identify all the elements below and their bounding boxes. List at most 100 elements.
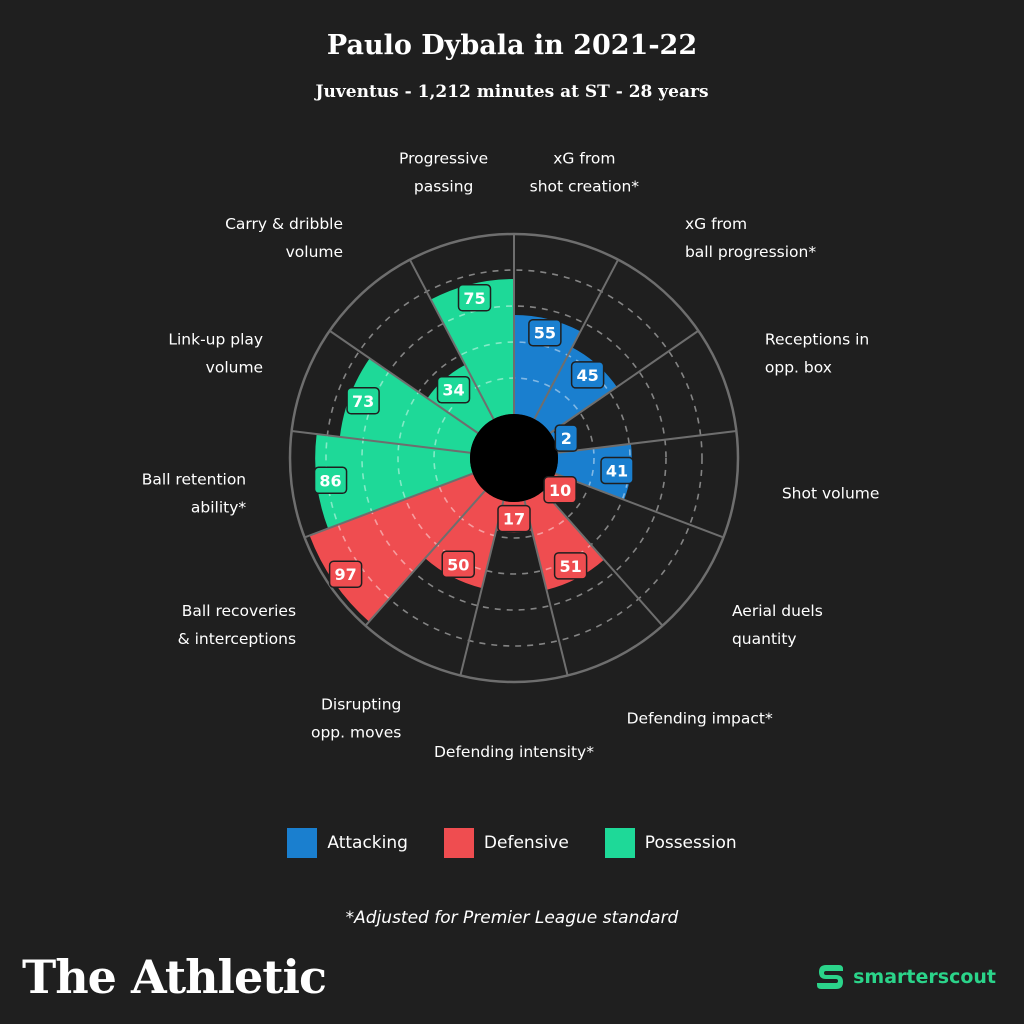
legend-label-possession: Possession [644, 833, 737, 853]
axis-label-line: xG from [553, 150, 615, 168]
value-label: 51 [559, 557, 581, 576]
axis-label-line: opp. moves [311, 723, 401, 741]
axis-label-line: shot creation* [530, 178, 640, 196]
spoke [291, 430, 471, 454]
axis-label-line: Shot volume [782, 484, 880, 502]
value-badge: 97 [328, 560, 363, 588]
axis-label-line: Aerial duels [732, 602, 823, 620]
value-badge-box [497, 504, 531, 533]
value-badge-box [600, 456, 634, 485]
axis-label-line: opp. box [765, 359, 832, 377]
value-badge-box [553, 552, 588, 580]
value-badge-box [543, 476, 577, 504]
axis-label-line: Defending impact* [627, 709, 773, 727]
brand-logo: The Athletic [22, 950, 327, 1004]
legend: Attacking Defensive Possession [0, 828, 1024, 858]
value-label: 2 [561, 429, 572, 448]
spoke [459, 500, 505, 676]
value-label: 86 [319, 471, 341, 490]
axis-label: Defending intensity* [434, 743, 594, 761]
smarterscout-icon [817, 965, 844, 989]
axis-label-line: volume [206, 359, 263, 377]
spoke [329, 329, 479, 434]
axis-label: Progressive passing [399, 150, 488, 196]
spoke [364, 490, 486, 627]
value-badge: 73 [346, 387, 380, 415]
value-badge: 75 [457, 284, 492, 312]
axis-label: Ball retention ability* [142, 470, 247, 516]
axis-label: Disrupting opp. moves [311, 695, 401, 741]
axis-label: Link-up play volume [168, 331, 263, 377]
value-badge-box [346, 387, 380, 415]
value-badge-box [313, 466, 348, 495]
axis-label-line: ability* [191, 498, 247, 516]
value-badge-box [457, 284, 492, 312]
axis-label-line: Progressive [399, 150, 488, 168]
spoke [523, 500, 569, 676]
value-badge: 86 [313, 466, 348, 495]
spoke [304, 472, 474, 539]
legend-item-defensive: Defensive [443, 828, 569, 858]
value-badge-box [554, 424, 579, 452]
chart-subtitle: Juventus - 1,212 minutes at ST - 28 year… [315, 82, 709, 102]
value-badge-box [570, 361, 605, 389]
axis-label-line: ball progression* [685, 243, 816, 261]
axis-label-line: Ball retention [142, 470, 246, 488]
axis-label: Ball recoveries & interceptions [178, 602, 296, 648]
polar-bar-chart: 55 45 2 41 10 51 17 50 97 86 73 34 75 xG from shot cre… [142, 150, 880, 761]
value-label: 17 [503, 510, 525, 529]
value-badge: 55 [528, 318, 562, 347]
legend-swatch-attacking [287, 828, 318, 858]
axis-label-line: Disrupting [321, 695, 401, 713]
axis-label-line: & interceptions [178, 630, 296, 648]
legend-label-attacking: Attacking [327, 833, 408, 853]
value-label: 55 [534, 324, 556, 343]
bar-link-up-play-volume [339, 358, 478, 453]
value-badge: 45 [570, 361, 605, 389]
outer-ring [288, 232, 740, 684]
value-badge-box [528, 318, 562, 347]
spoke [557, 430, 737, 454]
value-label: 97 [334, 565, 356, 584]
footnote: *Adjusted for Premier League standard [345, 908, 679, 928]
axis-label-line: passing [414, 178, 473, 196]
value-label: 34 [442, 381, 464, 400]
legend-item-attacking: Attacking [287, 828, 408, 858]
axis-label-line: xG from [685, 215, 747, 233]
bar-ball-retention-ability [315, 434, 473, 529]
spoke [533, 259, 619, 420]
axis-label: xG from ball progression* [685, 215, 816, 261]
bar-progressive-passing [430, 279, 514, 420]
value-badge-box [436, 375, 471, 404]
grid-ring [361, 305, 667, 611]
spoke [409, 259, 495, 420]
value-label: 10 [549, 481, 571, 500]
axis-label-line: Link-up play [168, 331, 263, 349]
axis-label-line: Defending intensity* [434, 743, 594, 761]
value-badge: 17 [497, 504, 531, 533]
value-badge: 34 [436, 375, 471, 404]
value-badge-box [328, 560, 363, 588]
value-label: 41 [606, 462, 628, 481]
grid-ring [325, 269, 703, 647]
axis-label: Shot volume [782, 484, 880, 502]
chart-title: Paulo Dybala in 2021-22 [326, 30, 698, 61]
value-badge: 50 [441, 550, 475, 579]
center-hole [470, 414, 558, 502]
value-label: 73 [352, 392, 374, 411]
legend-item-possession: Possession [604, 828, 737, 858]
value-badge-box [441, 550, 475, 579]
value-badge: 10 [543, 476, 577, 504]
value-label: 45 [576, 366, 598, 385]
value-label: 50 [447, 555, 469, 574]
axis-label: Carry & dribble volume [225, 215, 343, 261]
axis-label-line: volume [286, 243, 343, 261]
spoke [542, 490, 664, 627]
axis-label: Receptions in opp. box [765, 331, 869, 377]
value-label: 75 [463, 289, 485, 308]
axis-label-line: quantity [732, 630, 797, 648]
legend-label-defensive: Defensive [483, 833, 569, 853]
spoke [554, 472, 724, 539]
value-badge: 41 [600, 456, 634, 485]
spoke [549, 329, 699, 434]
